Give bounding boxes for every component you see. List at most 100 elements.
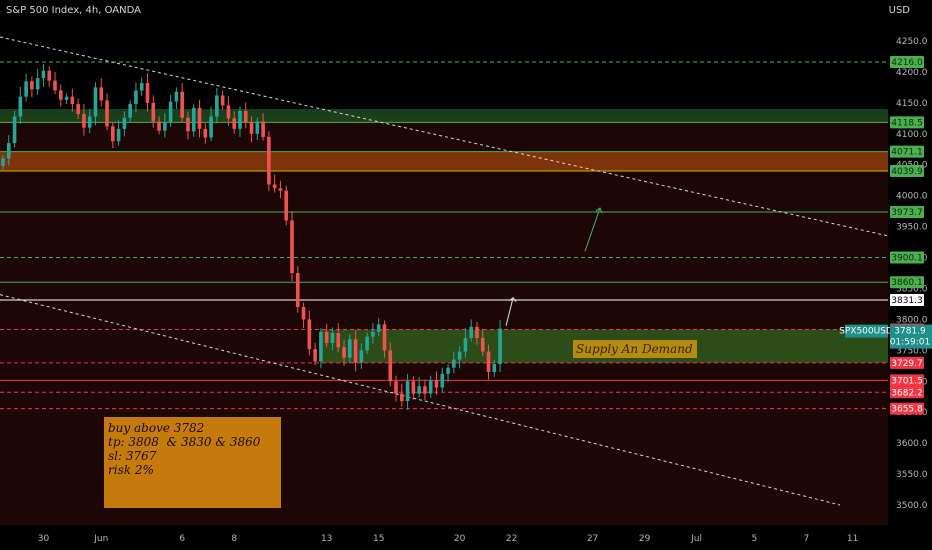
price-tag-label: 4216.0 [891, 58, 923, 68]
x-tick-label: 11 [847, 534, 858, 544]
candle-body [475, 326, 479, 338]
price-tag-label: 3682.2 [891, 388, 923, 398]
candle-body [93, 87, 98, 117]
candle-body [87, 116, 92, 128]
y-tick-label: 3950.0 [896, 223, 928, 233]
arrows [505, 207, 603, 326]
candle-body [324, 331, 329, 343]
candle-body [41, 70, 46, 79]
current-price-label: 3781.9 [894, 327, 926, 337]
candle-body [53, 80, 57, 91]
y-tick-label: 3600.0 [896, 439, 928, 449]
candle-body [371, 331, 375, 337]
candle-body [272, 184, 277, 189]
price-tag [890, 402, 924, 415]
candle-body [452, 359, 456, 368]
candle-body [1, 158, 5, 166]
symbol-tag-label: SPX500USD [839, 327, 893, 337]
price-axis-background [888, 0, 932, 550]
candle-body [122, 117, 127, 129]
x-tick-label: 30 [38, 534, 50, 544]
candle-body [434, 380, 439, 388]
y-tick-label: 3500.0 [896, 501, 928, 511]
candle-body [417, 386, 421, 394]
note-line: buy above 3782 [108, 421, 205, 435]
candle-body [261, 121, 265, 137]
candle-body [400, 393, 404, 402]
lower-trendline [0, 294, 841, 506]
arrow-up-white [505, 297, 514, 326]
candle-body [70, 96, 75, 105]
candle-body [243, 110, 248, 123]
candle-body [278, 188, 283, 191]
candle-body [446, 367, 450, 374]
candle-body [174, 91, 179, 102]
candle-body [111, 126, 115, 142]
trade-note: buy above 3782 tp: 3808 & 3830 & 3860 sl… [104, 417, 281, 508]
candle-body [359, 350, 364, 363]
note-line: sl: 3767 [108, 449, 157, 463]
price-tag-label: 4039.9 [891, 167, 923, 177]
candle-body [209, 116, 213, 138]
x-tick-label: 22 [506, 534, 517, 544]
candle-body [145, 83, 150, 103]
candle-body [342, 347, 346, 358]
level-lines [0, 61, 888, 410]
price-tag [890, 145, 924, 158]
candle-body [440, 373, 445, 388]
x-tick-label: 15 [373, 534, 384, 544]
x-tick-label: 13 [321, 534, 332, 544]
candle-body [220, 95, 225, 106]
price-tag-label: 4071.1 [891, 148, 923, 158]
current-price-tag [890, 324, 932, 349]
currency-label: USD [888, 5, 910, 16]
candle-body [376, 324, 381, 332]
y-tick-label: 3550.0 [896, 470, 928, 480]
x-tick-label: 20 [454, 534, 466, 544]
price-tag [890, 276, 924, 289]
candle-body [463, 337, 468, 352]
candle-body [469, 326, 473, 338]
x-tick-label: 8 [231, 534, 237, 544]
y-tick-label: 4250.0 [896, 37, 928, 47]
candle-body [226, 105, 231, 119]
candle-body [151, 102, 156, 122]
x-tick-label: 6 [179, 534, 185, 544]
candle-body [128, 104, 132, 118]
x-tick-label: 29 [639, 534, 651, 544]
candle-body [64, 96, 69, 100]
candle-body [428, 380, 433, 394]
y-tick-label: 4000.0 [896, 192, 928, 202]
candle-body [18, 96, 23, 117]
candles [1, 63, 502, 410]
chart-title: S&P 500 Index, 4h, OANDA [6, 5, 141, 16]
price-tags: 4216.0 4118.5 4071.1 4039.9 3973.7 3900.1 3860… [839, 56, 932, 415]
price-tag [890, 356, 924, 369]
resistance-band-orange [0, 151, 888, 171]
candle-body [480, 337, 485, 352]
price-axis: 4250.04200.04150.04100.04050.04000.03950… [888, 0, 932, 550]
x-tick-label: 27 [587, 534, 598, 544]
price-tag-label: 3729.7 [891, 359, 923, 369]
candle-body [238, 110, 242, 129]
time-axis: 30 Jun 6 8 13 15 20 22 27 29 Jul 5 7 11 [0, 525, 932, 550]
y-tick-label: 4100.0 [896, 130, 928, 140]
candle-body [411, 381, 416, 394]
candle-body [99, 87, 104, 101]
candle-body [457, 351, 462, 360]
price-tag [890, 374, 924, 387]
y-tick-label: 4200.0 [896, 68, 928, 78]
y-tick-label: 3750.0 [896, 346, 928, 356]
price-tag-label: 4118.5 [891, 118, 923, 128]
price-tag-label: 3701.5 [891, 376, 923, 386]
candle-body [290, 220, 294, 273]
candle-body [423, 386, 427, 394]
price-tag [890, 56, 924, 69]
candle-body [180, 91, 184, 118]
candle-body [319, 331, 323, 362]
candle-body [498, 328, 502, 364]
candle-body [215, 95, 219, 117]
candle-body [47, 70, 52, 81]
candle-body [388, 350, 393, 382]
